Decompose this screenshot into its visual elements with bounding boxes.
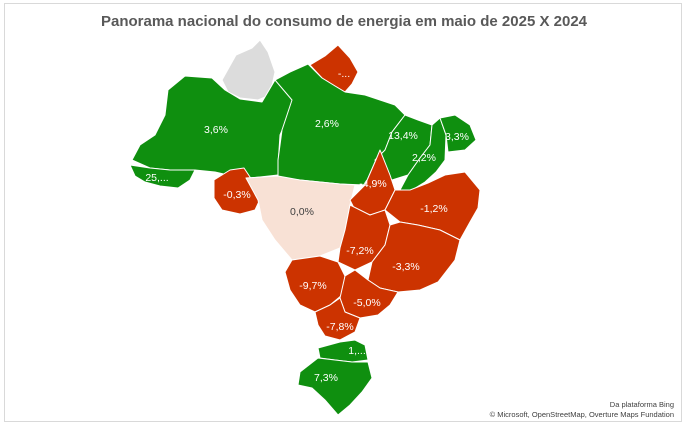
region-label-ac: 25,... — [145, 172, 168, 184]
region-label-ms: -9,7% — [299, 280, 326, 292]
region-label-pr: -7,8% — [326, 321, 353, 333]
region-label-pa: 2,6% — [315, 118, 339, 130]
region-ac — [129, 164, 196, 189]
region-label-to: -4,9% — [359, 178, 386, 190]
chart-title: Panorama nacional do consumo de energia … — [100, 13, 588, 30]
region-label-ce: 3,3% — [445, 131, 469, 143]
region-rr — [221, 39, 276, 101]
region-label-am: 3,6% — [204, 124, 228, 136]
region-label-sp: -5,0% — [353, 297, 380, 309]
region-rs — [297, 357, 373, 416]
region-label-mg: -3,3% — [392, 261, 419, 273]
map-credit-platform: Da plataforma Bing — [609, 400, 674, 409]
region-label-sc: 1,... — [348, 345, 366, 357]
region-label-ro: -0,3% — [223, 189, 250, 201]
region-label-ap: -... — [338, 68, 350, 80]
region-label-pi: 2,2% — [412, 152, 436, 164]
region-label-mt: 0,0% — [290, 206, 314, 218]
region-label-rs: 7,3% — [314, 372, 338, 384]
region-label-go: -7,2% — [346, 245, 373, 257]
region-pr — [314, 297, 361, 341]
region-mt — [245, 175, 356, 261]
region-label-ba: -1,2% — [420, 203, 447, 215]
region-label-ma: 13,4% — [388, 130, 418, 142]
map-credit-attribution: © Microsoft, OpenStreetMap, Overture Map… — [489, 410, 674, 419]
region-ce — [439, 114, 477, 153]
